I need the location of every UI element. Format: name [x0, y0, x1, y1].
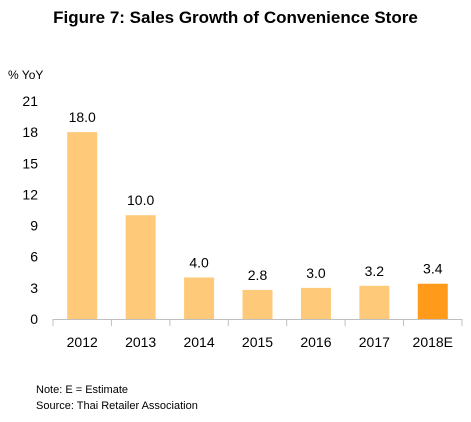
x-tick-label: 2016: [300, 334, 331, 350]
x-tick-label: 2014: [183, 334, 214, 350]
y-tick-label: 21: [22, 93, 38, 109]
y-axis-ticks: 0 3 6 9 12 15 18 21: [22, 93, 38, 327]
data-labels: 18.0 10.0 4.0 2.8 3.0 3.2 3.4: [69, 109, 443, 283]
y-tick-label: 12: [22, 186, 38, 202]
y-tick-label: 0: [30, 311, 38, 327]
y-tick-label: 3: [30, 280, 38, 296]
y-tick-label: 15: [22, 155, 38, 171]
y-tick-label: 9: [30, 218, 38, 234]
x-tick-label: 2018E: [413, 334, 453, 350]
x-tick-label: 2013: [125, 334, 156, 350]
bar: [125, 215, 156, 319]
x-tick-label: 2017: [359, 334, 390, 350]
source-text: Source: Thai Retailer Association: [36, 400, 198, 412]
y-tick-label: 18: [22, 124, 38, 140]
bars: [67, 132, 448, 319]
data-label: 3.2: [365, 263, 385, 279]
data-label: 2.8: [248, 267, 268, 283]
bar: [242, 289, 273, 319]
x-tick-label: 2015: [242, 334, 273, 350]
data-label: 3.0: [306, 265, 326, 281]
x-tick-label: 2012: [67, 334, 98, 350]
bar-chart: % YoY 0 3 6 9 12 15 18 21 18.0 10.0 4.0 2.8 3.0 3.2 3…: [8, 68, 463, 350]
y-axis-label: % YoY: [8, 68, 43, 82]
data-label: 3.4: [423, 261, 443, 277]
note-text: Note: E = Estimate: [36, 384, 129, 396]
chart-title: Figure 7: Sales Growth of Convenience St…: [53, 8, 418, 27]
y-tick-label: 6: [30, 249, 38, 265]
data-label: 10.0: [127, 192, 154, 208]
bar: [359, 285, 390, 319]
data-label: 18.0: [69, 109, 96, 125]
bar: [300, 287, 331, 319]
x-axis-ticks: 2012 2013 2014 2015 2016 2017 2018E: [52, 319, 463, 350]
bar: [417, 283, 448, 319]
data-label: 4.0: [189, 254, 209, 270]
bar: [184, 277, 215, 319]
bar: [67, 132, 98, 319]
